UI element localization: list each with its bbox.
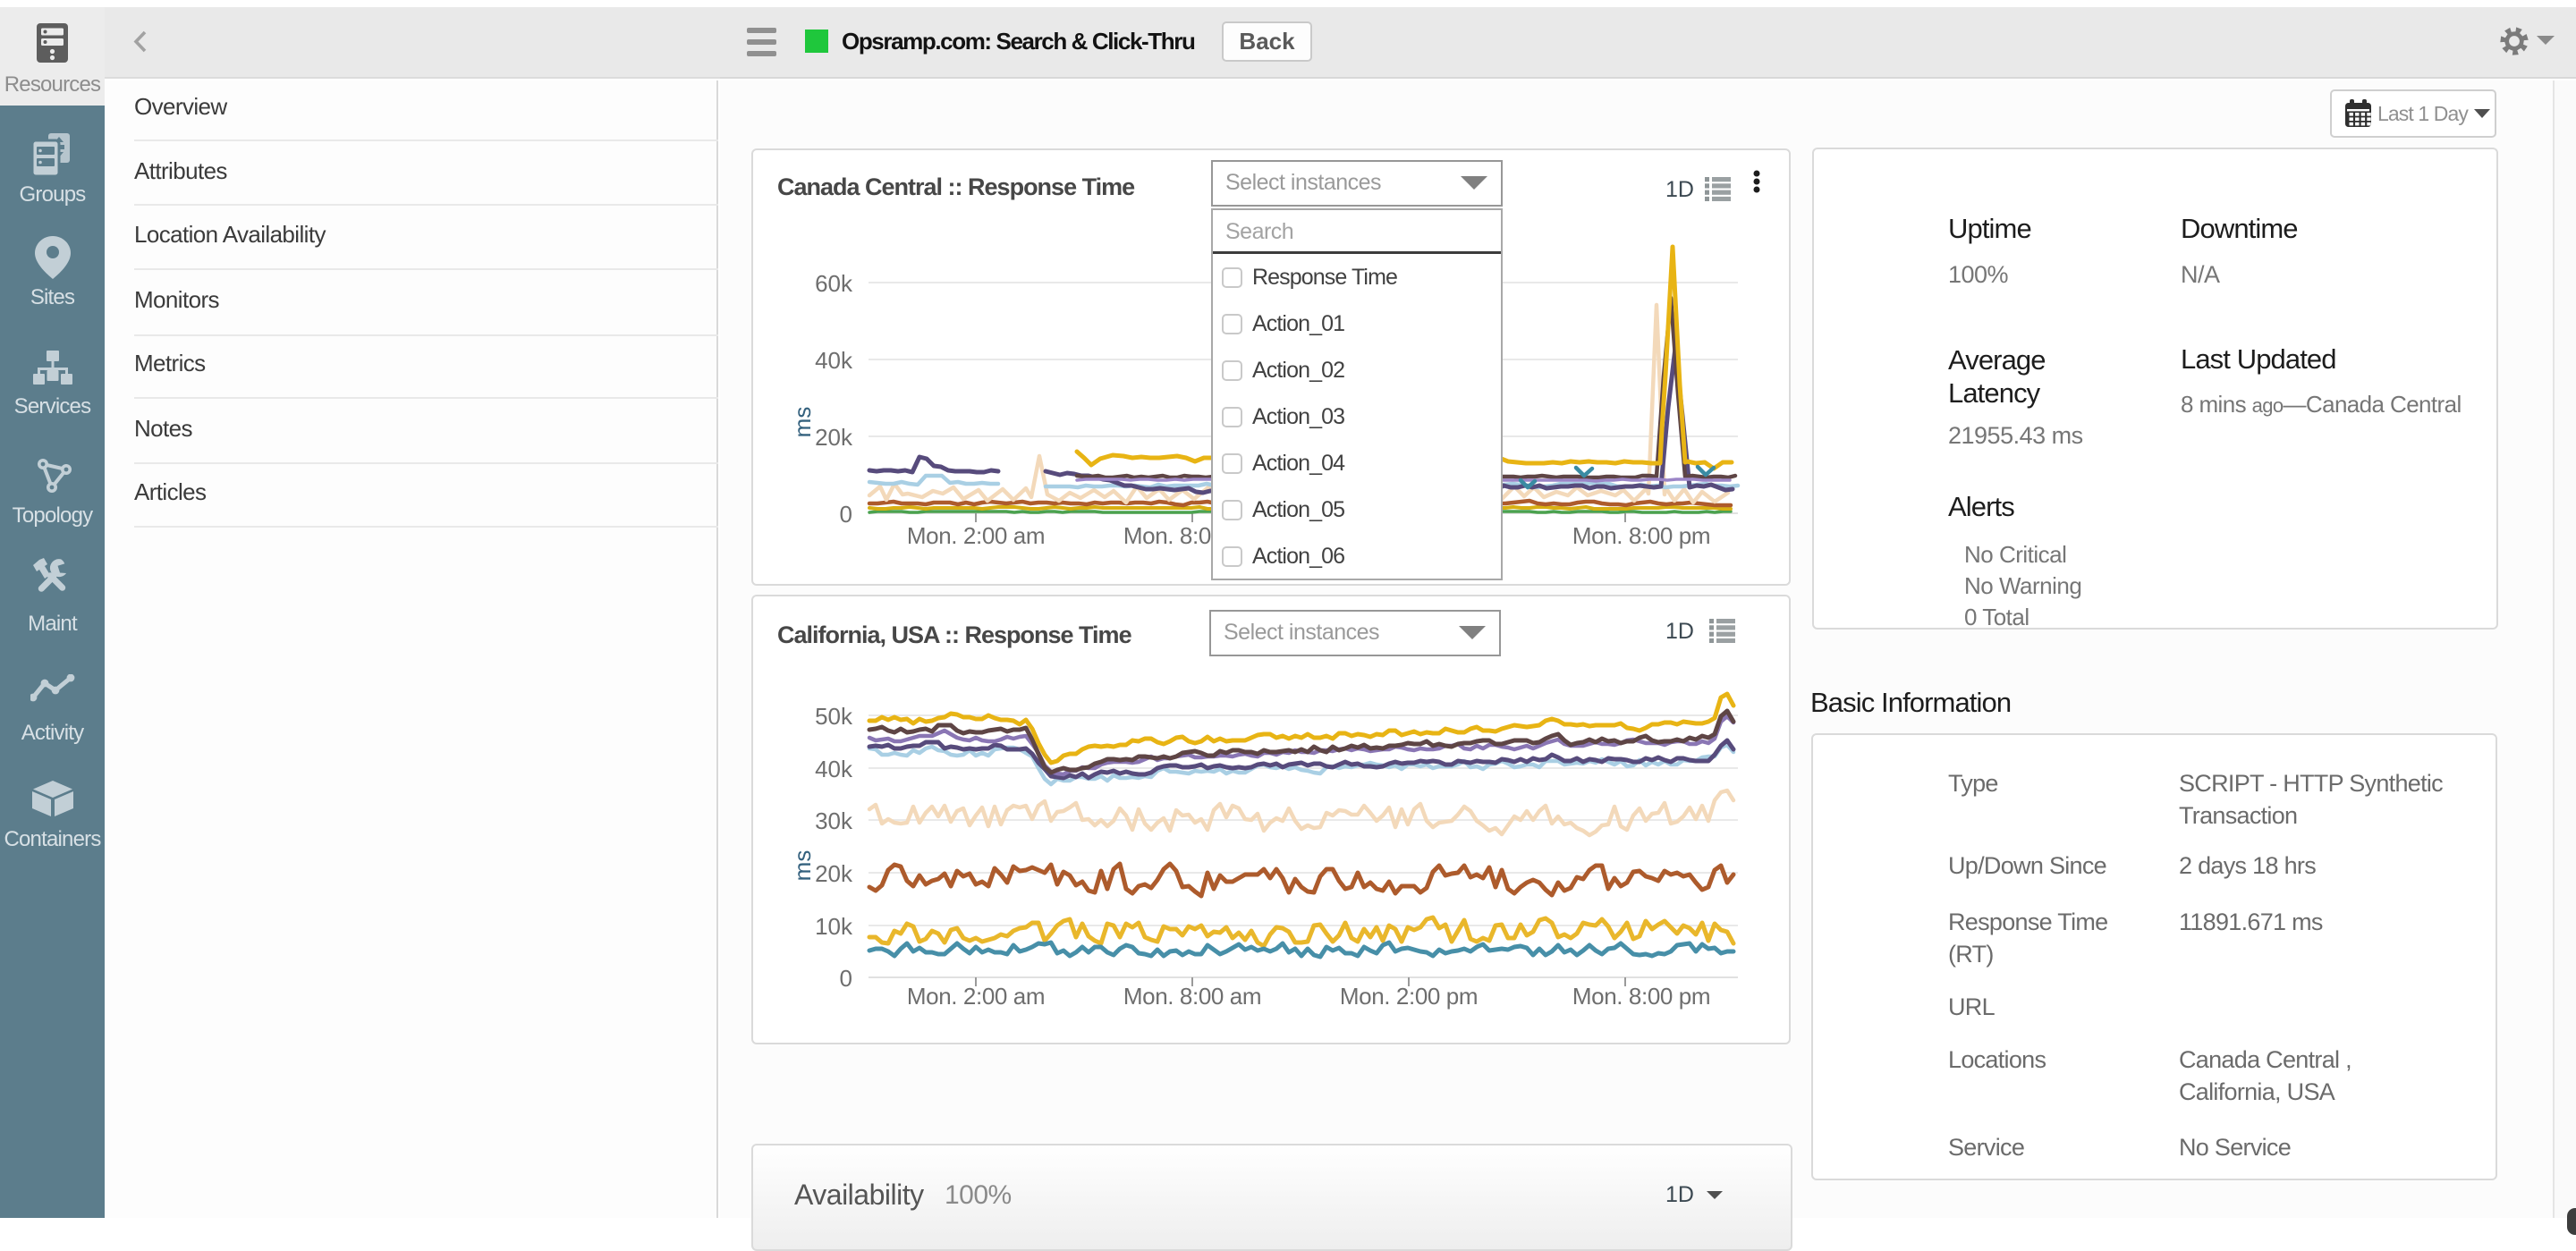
svg-text:0: 0: [840, 501, 852, 528]
svg-text:Mon. 8:00 pm: Mon. 8:00 pm: [1572, 522, 1710, 549]
svg-text:Mon. 2:00 pm: Mon. 2:00 pm: [1340, 983, 1478, 1010]
svg-text:0: 0: [840, 965, 852, 992]
svg-text:Mon. 8:00 pm: Mon. 8:00 pm: [1572, 983, 1710, 1010]
svg-text:Mon. 2:00 am: Mon. 2:00 am: [907, 983, 1045, 1010]
svg-text:40k: 40k: [815, 756, 853, 782]
svg-text:ms: ms: [789, 407, 816, 438]
svg-text:ms: ms: [789, 850, 816, 882]
svg-text:20k: 20k: [815, 860, 853, 887]
svg-text:30k: 30k: [815, 807, 853, 834]
svg-text:40k: 40k: [815, 347, 853, 374]
svg-text:50k: 50k: [815, 703, 853, 730]
svg-text:Mon. 2:00 am: Mon. 2:00 am: [907, 522, 1045, 549]
svg-text:20k: 20k: [815, 424, 853, 451]
svg-text:10k: 10k: [815, 913, 853, 940]
svg-text:60k: 60k: [815, 270, 853, 297]
svg-text:Mon. 8:00 am: Mon. 8:00 am: [1123, 983, 1261, 1010]
